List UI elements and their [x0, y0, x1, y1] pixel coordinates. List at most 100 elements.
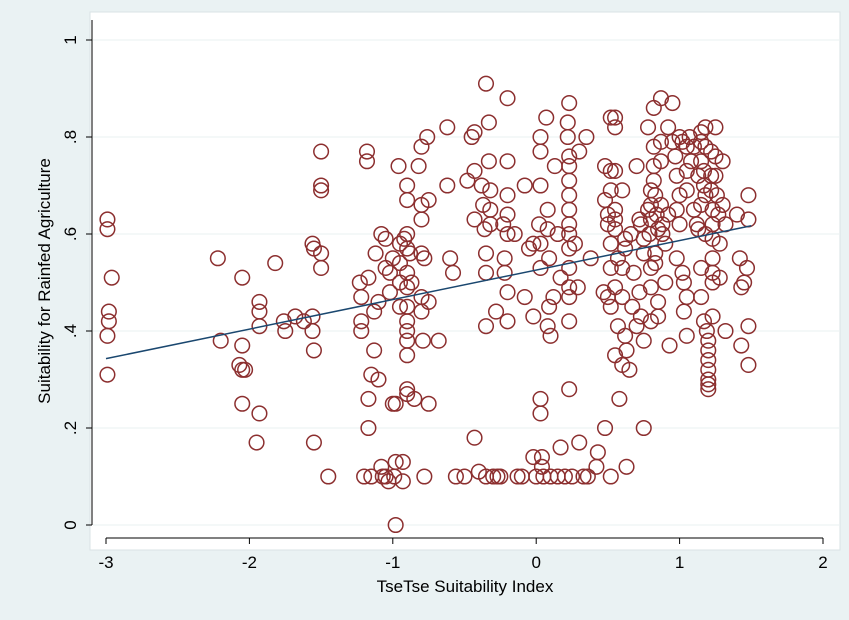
data-point	[693, 124, 710, 141]
data-point	[509, 468, 526, 485]
data-point	[700, 332, 717, 349]
data-point	[100, 303, 117, 320]
data-point	[492, 468, 509, 485]
data-point	[552, 439, 569, 456]
data-point	[267, 255, 284, 272]
data-point	[251, 405, 268, 422]
x-tick-label: -1	[385, 553, 400, 572]
data-point	[358, 143, 376, 160]
data-point	[711, 269, 728, 286]
data-point	[698, 322, 715, 340]
data-point	[693, 259, 710, 277]
data-point	[377, 230, 394, 247]
data-point	[628, 158, 645, 175]
data-point	[617, 230, 634, 247]
data-point	[473, 177, 490, 194]
data-point	[410, 158, 427, 175]
data-point	[674, 264, 691, 281]
data-point	[571, 143, 588, 160]
data-point	[700, 381, 717, 398]
data-point	[607, 221, 624, 238]
data-point	[632, 308, 649, 325]
data-point	[561, 259, 578, 277]
data-point	[621, 361, 638, 378]
data-point	[561, 240, 578, 257]
data-point	[532, 405, 549, 422]
data-point	[416, 468, 433, 485]
data-point	[631, 284, 648, 301]
data-point	[234, 269, 251, 286]
data-point	[420, 395, 437, 412]
data-point	[373, 225, 390, 243]
data-point	[366, 342, 383, 359]
data-point	[386, 468, 403, 485]
x-tick-label: -3	[98, 553, 113, 572]
data-point	[413, 211, 430, 228]
data-point	[545, 289, 562, 306]
data-point	[356, 468, 373, 485]
data-point	[373, 458, 390, 475]
data-point	[607, 109, 624, 126]
data-point	[539, 221, 556, 238]
data-point	[654, 225, 671, 243]
data-point	[703, 182, 720, 199]
y-tick-label: 1	[61, 35, 80, 44]
x-tick-label: 1	[675, 553, 684, 572]
data-point	[476, 221, 493, 238]
data-point	[390, 158, 407, 175]
data-point	[99, 211, 116, 228]
data-point	[652, 90, 670, 107]
data-point	[416, 250, 433, 267]
data-point	[654, 216, 671, 233]
data-point	[99, 327, 116, 344]
data-point	[700, 342, 717, 359]
data-point	[370, 293, 387, 310]
data-point	[628, 318, 645, 335]
data-point	[387, 516, 404, 534]
data-point	[353, 313, 370, 330]
data-point	[212, 332, 229, 349]
y-tick-label: .6	[61, 227, 80, 241]
data-point	[420, 293, 437, 310]
data-point	[549, 225, 566, 243]
data-point	[602, 162, 619, 179]
data-point	[661, 337, 678, 354]
data-point	[700, 376, 717, 393]
data-point	[559, 128, 576, 146]
data-point	[602, 182, 619, 199]
data-point	[401, 245, 419, 262]
plot-area	[89, 11, 841, 551]
data-point	[541, 298, 558, 315]
y-tick-label: 0	[61, 520, 80, 529]
data-point	[564, 468, 581, 485]
data-point	[614, 259, 631, 277]
data-point	[477, 318, 495, 335]
data-point	[237, 361, 254, 378]
data-point	[708, 187, 725, 204]
data-point	[625, 264, 642, 281]
data-point	[466, 162, 483, 179]
x-tick-label: 0	[531, 553, 540, 572]
data-point	[525, 308, 542, 325]
data-point	[532, 177, 549, 194]
data-point	[647, 255, 664, 272]
data-point	[313, 182, 330, 199]
data-point	[607, 162, 624, 179]
data-point	[650, 221, 667, 238]
data-point	[740, 318, 757, 335]
data-point	[640, 119, 657, 136]
data-point	[607, 119, 624, 136]
data-point	[516, 177, 533, 194]
data-point	[499, 90, 516, 107]
y-tick-label: .4	[61, 324, 80, 338]
data-point	[313, 259, 330, 277]
data-point	[394, 453, 411, 471]
data-point	[533, 458, 550, 475]
y-axis-ticks: 0 .2 .4 .6 .8 1	[61, 35, 92, 530]
data-point	[419, 128, 436, 146]
y-axis-title: Suitability for Rainfed Agriculture	[35, 158, 54, 404]
data-point	[635, 332, 652, 349]
data-point	[406, 390, 423, 407]
data-point	[678, 162, 695, 179]
